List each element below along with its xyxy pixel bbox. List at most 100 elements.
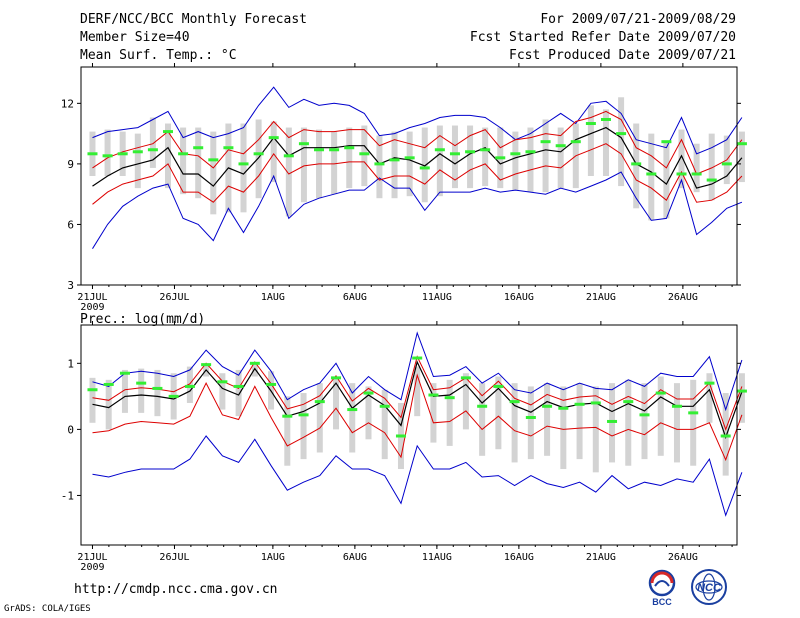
temp-x-tick-label: 26JUL <box>159 292 189 303</box>
prec-obs-marker <box>493 384 504 388</box>
prec-frame <box>80 324 738 546</box>
prec-obs-marker <box>298 413 309 417</box>
prec-spread-box <box>511 383 518 463</box>
prec-spread-box <box>284 396 291 466</box>
prec-spread-box <box>219 373 226 410</box>
prec-obs-marker <box>314 400 325 404</box>
temp-y-tick-label: 6 <box>67 218 74 231</box>
prec-obs-marker <box>590 401 601 405</box>
prec-panel-title: Prec.: log(mm/d) <box>80 312 205 327</box>
prec-spread-box <box>349 383 356 453</box>
temp-spread-box <box>587 105 594 176</box>
temp-obs-marker <box>736 142 747 146</box>
temp-spread-box <box>180 127 187 195</box>
temp-x-tick-label: 11AUG <box>422 292 452 303</box>
prec-spread-box <box>138 368 145 413</box>
temp-max-line <box>92 86 743 155</box>
temp-y-tick-label: 3 <box>67 279 74 292</box>
grads-credit: GrADS: COLA/IGES <box>4 604 91 614</box>
temp-spread-box <box>195 127 202 199</box>
prec-x-tick-label: 6AUG <box>343 552 367 563</box>
temp-spread-box <box>391 131 398 199</box>
prec-y-tick-label: -1 <box>61 489 74 502</box>
prec-obs-marker <box>428 393 439 397</box>
prec-obs-marker <box>525 415 536 419</box>
temp-spread-box <box>149 117 156 168</box>
prec-obs-marker <box>87 388 98 392</box>
prec-obs-marker <box>720 434 731 438</box>
temp-obs-marker <box>691 172 702 176</box>
temp-obs-marker <box>87 152 98 156</box>
prec-spread-box <box>300 393 307 460</box>
prec-spread-box <box>560 386 567 470</box>
prec-spread-box <box>316 383 323 453</box>
temp-x-tick-label: 21JUL <box>77 292 107 303</box>
temp-obs-marker <box>434 148 445 152</box>
temp-obs-marker <box>540 140 551 144</box>
temp-spread-box <box>376 135 383 199</box>
prec-obs-marker <box>639 413 650 417</box>
temp-obs-marker <box>646 172 657 176</box>
prec-obs-marker <box>477 404 488 408</box>
prec-x-tick-label: 1AUG <box>261 552 285 563</box>
prec-x-tick-label: 21JUL <box>77 552 107 563</box>
temp-obs-marker <box>480 148 491 152</box>
prec-obs-marker <box>168 394 179 398</box>
temp-obs-marker <box>102 154 113 158</box>
temp-spread-box <box>134 133 141 189</box>
temp-spread-box <box>406 131 413 197</box>
temp-obs-marker <box>706 178 717 182</box>
ncc-logo-text: NCC <box>697 582 722 594</box>
prec-obs-marker <box>444 396 455 400</box>
prec-obs-marker <box>607 419 618 423</box>
prec-obs-marker <box>412 356 423 360</box>
prec-obs-marker <box>395 434 406 438</box>
prec-obs-marker <box>217 380 228 384</box>
temp-obs-marker <box>298 142 309 146</box>
temp-x-tick-label: 26AUG <box>668 292 698 303</box>
prec-obs-marker <box>542 404 553 408</box>
prec-spread-box <box>722 393 729 476</box>
temp-obs-marker <box>585 122 596 126</box>
temp-x-tick-label: 1AUG <box>261 292 285 303</box>
prec-obs-marker <box>460 376 471 380</box>
temp-obs-marker <box>525 150 536 154</box>
source-url[interactable]: http://cmdp.ncc.cma.gov.cn <box>74 582 278 597</box>
prec-spread-box <box>381 389 388 460</box>
prec-x-tick-label: 11AUG <box>422 552 452 563</box>
prec-obs-marker <box>152 386 163 390</box>
temp-spread-box <box>361 125 368 187</box>
prec-spread-box <box>414 366 421 417</box>
temp-x-tick-year: 2009 <box>80 302 104 313</box>
temp-obs-marker <box>178 152 189 156</box>
prec-x-tick-label: 16AUG <box>504 552 534 563</box>
temp-obs-marker <box>419 166 430 170</box>
temp-obs-marker <box>193 146 204 150</box>
temp-spread-box <box>255 119 262 199</box>
temp-obs-marker <box>283 154 294 158</box>
prec-obs-marker <box>103 382 114 386</box>
prec-spread-box <box>625 379 632 466</box>
bcc-logo-text: BCC <box>652 597 672 607</box>
prec-min-line <box>92 435 743 517</box>
temp-obs-marker <box>117 152 128 156</box>
prec-obs-marker <box>184 384 195 388</box>
temp-spread-box <box>648 133 655 221</box>
temp-x-tick-label: 21AUG <box>586 292 616 303</box>
prec-mean-line <box>92 360 743 440</box>
prec-obs-marker <box>558 406 569 410</box>
prec-y-tick-label: 0 <box>67 423 74 436</box>
temp-obs-marker <box>147 148 158 152</box>
temp-obs-marker <box>721 162 732 166</box>
temp-obs-marker <box>314 148 325 152</box>
prec-spread-box <box>592 386 599 473</box>
member-size-label: Member Size=40 <box>80 30 190 45</box>
prec-obs-marker <box>363 391 374 395</box>
prec-spread-box <box>673 383 680 463</box>
prec-spread-box <box>235 369 242 417</box>
temp-spread-box <box>663 141 670 219</box>
temp-obs-marker <box>570 140 581 144</box>
temp-obs-marker <box>510 152 521 156</box>
prec-y-tick-label: 1 <box>67 357 74 370</box>
